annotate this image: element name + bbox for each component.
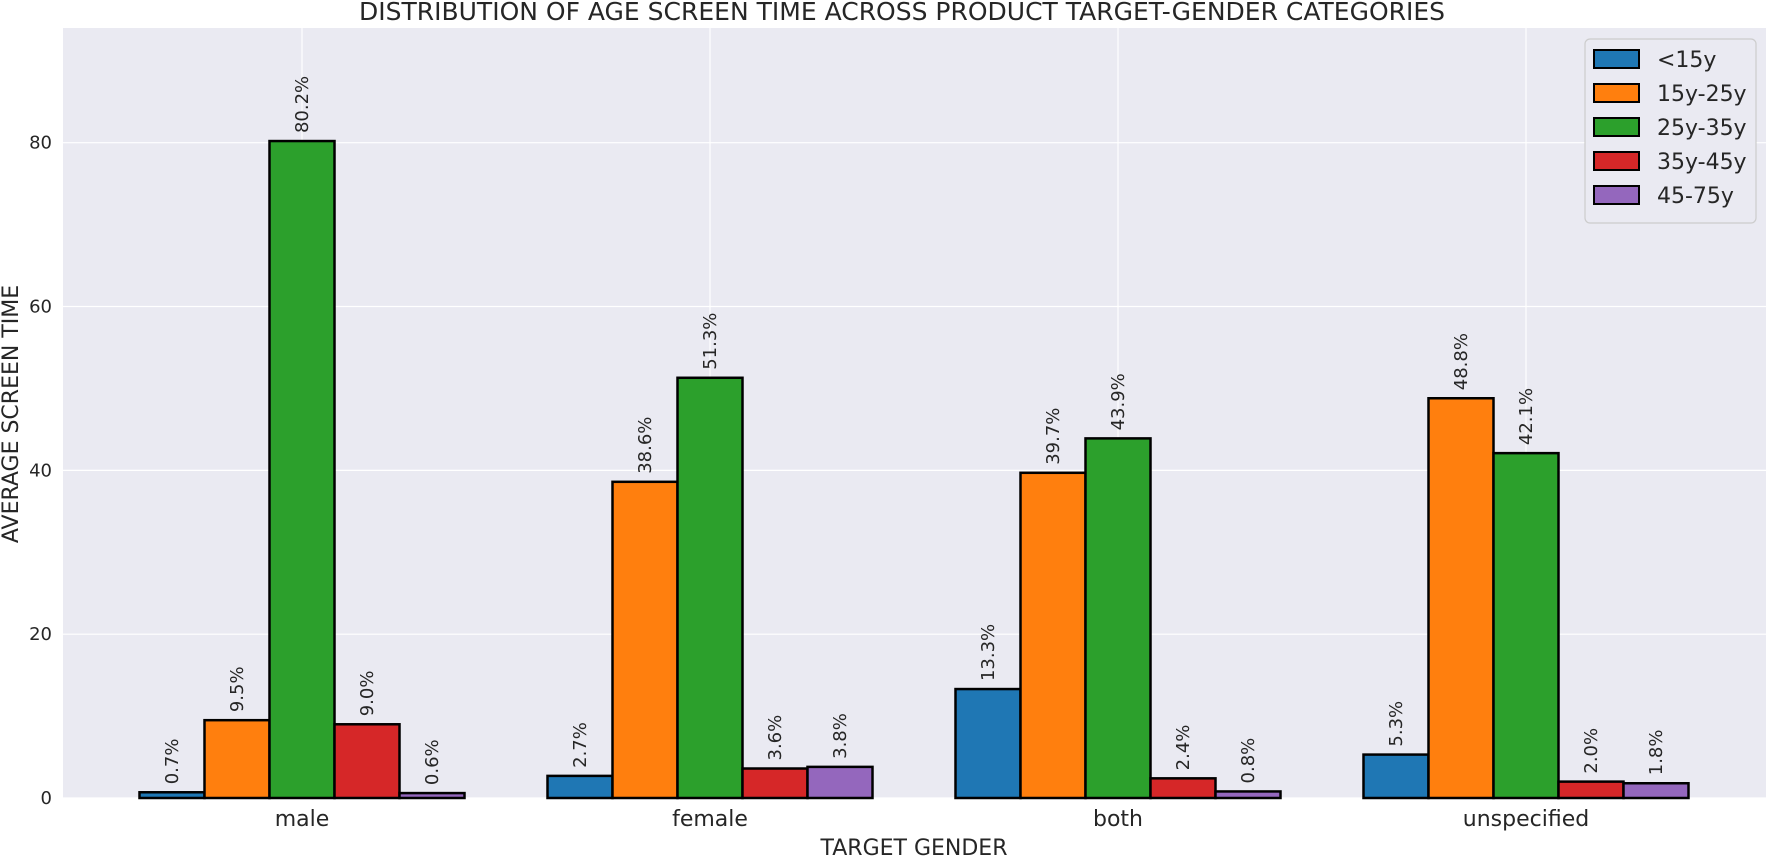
bar-value-label: 5.3% xyxy=(1386,701,1407,747)
legend-label: 25y-35y xyxy=(1657,116,1747,141)
bar xyxy=(678,378,743,798)
x-tick-label: male xyxy=(275,807,330,832)
bar-value-label: 13.3% xyxy=(978,624,999,681)
bar xyxy=(1021,473,1086,798)
bar xyxy=(1494,453,1559,798)
bar xyxy=(1216,791,1281,798)
bar-value-label: 43.9% xyxy=(1108,373,1129,430)
bar-value-label: 2.7% xyxy=(570,722,591,768)
bar xyxy=(1364,755,1429,798)
bar xyxy=(1086,438,1151,798)
bar-value-label: 38.6% xyxy=(635,417,656,474)
x-tick-label: female xyxy=(672,807,748,832)
x-axis-label: TARGET GENDER xyxy=(820,836,1008,859)
bar-value-label: 51.3% xyxy=(700,313,721,370)
bar-value-label: 0.7% xyxy=(162,739,183,785)
y-tick-label: 60 xyxy=(29,297,52,318)
bar xyxy=(808,767,873,798)
bar-value-label: 1.8% xyxy=(1646,730,1667,776)
bar-value-label: 9.5% xyxy=(227,666,248,712)
x-tick-label: unspecified xyxy=(1463,807,1589,832)
legend-swatch xyxy=(1594,50,1639,68)
legend-label: 45-75y xyxy=(1657,184,1734,209)
bar-value-label: 48.8% xyxy=(1451,333,1472,390)
bar-value-label: 9.0% xyxy=(357,671,378,717)
bar xyxy=(548,776,613,798)
bar xyxy=(400,793,465,798)
legend-label: 35y-45y xyxy=(1657,150,1747,175)
y-tick-label: 0 xyxy=(41,788,52,809)
legend-swatch xyxy=(1594,152,1639,170)
x-axis-ticks: male female both unspecified xyxy=(275,807,1589,832)
bar-value-label: 3.6% xyxy=(765,715,786,761)
bar xyxy=(956,689,1021,798)
legend-swatch xyxy=(1594,84,1639,102)
bar xyxy=(1624,783,1689,798)
bar xyxy=(613,482,678,798)
legend-label: 15y-25y xyxy=(1657,82,1747,107)
bar-value-label: 3.8% xyxy=(830,713,851,759)
legend: <15y 15y-25y 25y-35y 35y-45y 45-75y xyxy=(1585,39,1756,223)
bar xyxy=(1151,778,1216,798)
bar-value-label: 0.8% xyxy=(1238,738,1259,784)
legend-swatch xyxy=(1594,186,1639,204)
bar xyxy=(140,792,205,798)
bar xyxy=(335,724,400,798)
chart-title: DISTRIBUTION OF AGE SCREEN TIME ACROSS P… xyxy=(359,0,1445,26)
bar-value-label: 2.4% xyxy=(1173,725,1194,771)
bar xyxy=(1559,782,1624,798)
y-tick-label: 20 xyxy=(29,624,52,645)
bar-value-label: 2.0% xyxy=(1581,728,1602,774)
bar-value-label: 42.1% xyxy=(1516,388,1537,445)
bar xyxy=(1429,398,1494,798)
bar xyxy=(205,720,270,798)
y-tick-label: 80 xyxy=(29,133,52,154)
bar xyxy=(270,141,335,798)
legend-swatch xyxy=(1594,118,1639,136)
x-tick-label: both xyxy=(1093,807,1143,832)
bar xyxy=(743,769,808,798)
y-tick-label: 40 xyxy=(29,460,52,481)
y-axis-label: AVERAGE SCREEN TIME xyxy=(0,285,24,543)
bar-value-label: 0.6% xyxy=(422,739,443,785)
bar-value-label: 39.7% xyxy=(1043,408,1064,465)
bar-value-label: 80.2% xyxy=(292,76,313,133)
legend-label: <15y xyxy=(1657,48,1716,73)
y-axis-ticks: 0 20 40 60 80 xyxy=(29,133,52,809)
